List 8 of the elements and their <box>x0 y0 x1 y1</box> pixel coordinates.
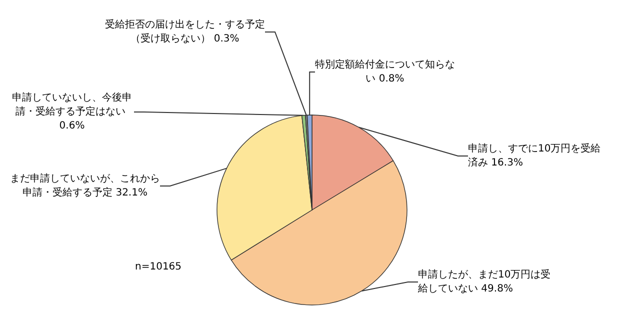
slice-label: 申請し、すでに10万円を受給済み 16.3% <box>468 142 601 168</box>
data-label: 0.6% <box>59 120 85 132</box>
slice-label: 申請していないし、今後申請・受給する予定はない <box>12 92 132 118</box>
slice-label: 申請したが、まだ10万円は受給していない 49.8% <box>417 268 551 294</box>
slice-label: 受給拒否の届け出をした・する予定（受け取らない） 0.3% <box>105 18 265 44</box>
slice-label: まだ申請していないが、これから申請・受給する予定 32.1% <box>10 172 160 198</box>
slice-label: 特別定額給付金について知らない 0.8% <box>315 58 455 84</box>
text: n=10165 <box>135 262 182 272</box>
